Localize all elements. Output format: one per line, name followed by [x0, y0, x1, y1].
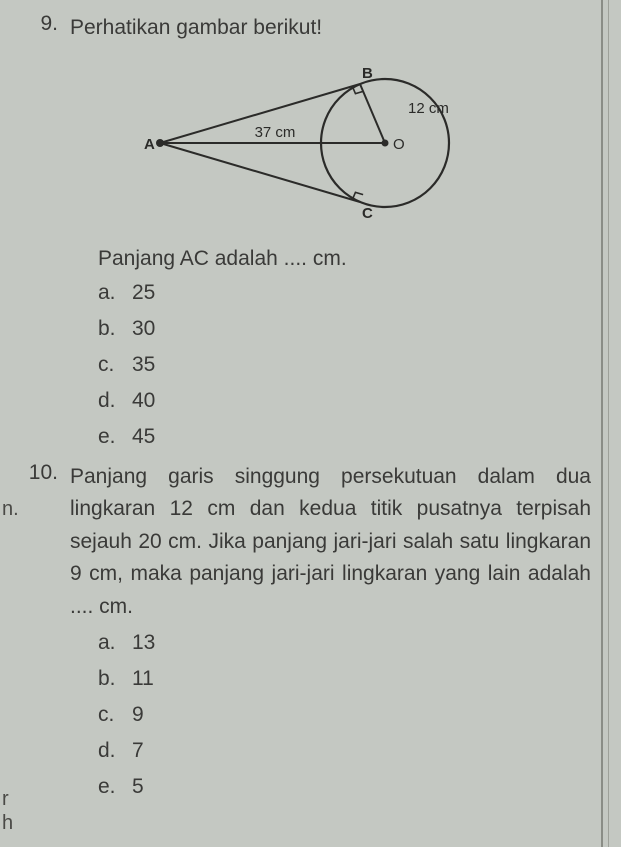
- side-marker-r: r: [2, 788, 9, 811]
- q9-stem: Perhatikan gambar berikut!: [70, 12, 591, 45]
- page-content: 9. Perhatikan gambar berikut! A O B C 37 cm 1…: [0, 0, 621, 847]
- svg-text:A: A: [144, 136, 155, 153]
- q9-option-e: e. 45: [98, 425, 591, 449]
- tangent-diagram: A O B C 37 cm 12 cm: [130, 53, 470, 233]
- svg-text:37 cm: 37 cm: [255, 124, 296, 141]
- option-text: 11: [132, 667, 154, 691]
- q10-option-c: c. 9: [98, 703, 591, 727]
- option-letter: c.: [98, 353, 132, 377]
- q10-stem: Panjang garis singgung persekutuan dalam…: [70, 461, 591, 624]
- side-marker-n: n.: [2, 498, 19, 521]
- option-letter: b.: [98, 317, 132, 341]
- q9-option-a: a. 25: [98, 281, 591, 305]
- option-text: 35: [132, 353, 155, 377]
- q9-option-b: b. 30: [98, 317, 591, 341]
- option-text: 9: [132, 703, 144, 727]
- option-letter: b.: [98, 667, 132, 691]
- q10-option-b: b. 11: [98, 667, 591, 691]
- side-marker-h: h: [2, 812, 13, 835]
- q9-number: 9.: [20, 12, 70, 36]
- q10-option-e: e. 5: [98, 775, 591, 799]
- option-text: 30: [132, 317, 155, 341]
- option-letter: d.: [98, 739, 132, 763]
- option-letter: a.: [98, 281, 132, 305]
- q9-options: a. 25 b. 30 c. 35 d. 40 e. 45: [98, 281, 591, 449]
- svg-text:B: B: [362, 65, 373, 82]
- svg-text:12 cm: 12 cm: [408, 100, 449, 117]
- question-10: 10. Panjang garis singgung persekutuan d…: [20, 461, 591, 800]
- option-letter: e.: [98, 425, 132, 449]
- option-letter: c.: [98, 703, 132, 727]
- q10-option-a: a. 13: [98, 631, 591, 655]
- option-text: 13: [132, 631, 155, 655]
- q9-option-c: c. 35: [98, 353, 591, 377]
- q9-option-d: d. 40: [98, 389, 591, 413]
- option-text: 7: [132, 739, 144, 763]
- q10-options: a. 13 b. 11 c. 9 d. 7 e. 5: [98, 631, 591, 799]
- q10-number: 10.: [20, 461, 70, 485]
- option-text: 5: [132, 775, 144, 799]
- q9-diagram: A O B C 37 cm 12 cm: [130, 53, 591, 233]
- option-letter: d.: [98, 389, 132, 413]
- q9-prompt: Panjang AC adalah .... cm.: [98, 247, 591, 271]
- svg-text:C: C: [362, 205, 373, 222]
- q10-option-d: d. 7: [98, 739, 591, 763]
- option-letter: a.: [98, 631, 132, 655]
- option-text: 40: [132, 389, 155, 413]
- option-letter: e.: [98, 775, 132, 799]
- option-text: 25: [132, 281, 155, 305]
- question-9: 9. Perhatikan gambar berikut! A O B C 37 cm 1…: [20, 12, 591, 449]
- option-text: 45: [132, 425, 155, 449]
- svg-text:O: O: [393, 136, 405, 153]
